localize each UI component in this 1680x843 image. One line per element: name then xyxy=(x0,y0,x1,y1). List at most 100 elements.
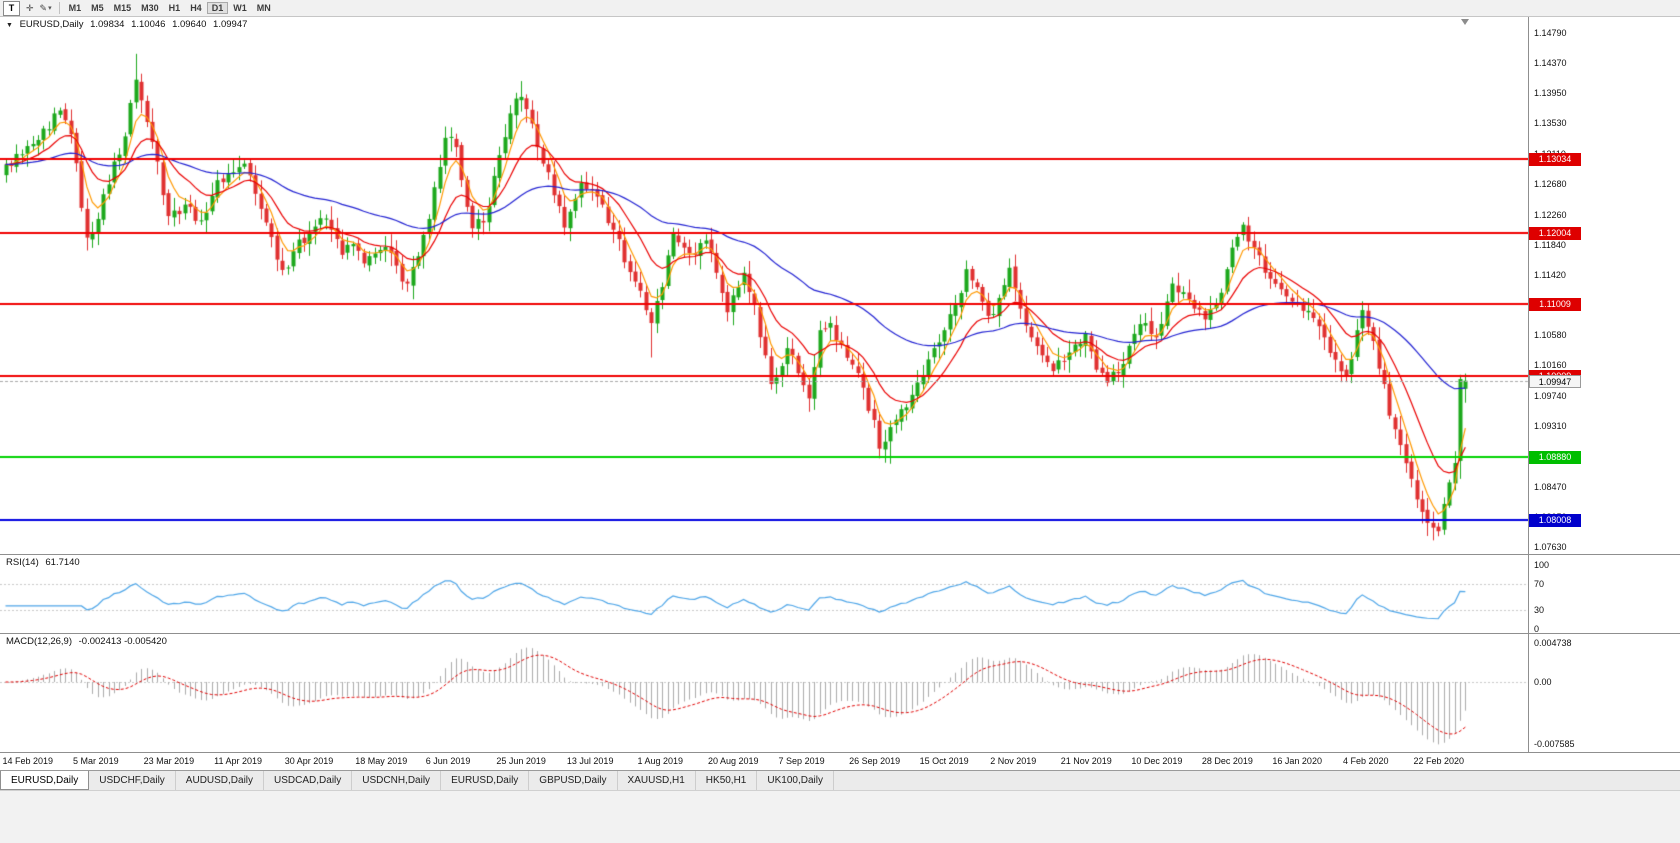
crosshair-icon: ✛ xyxy=(26,2,34,13)
timeframe-button-w1[interactable]: W1 xyxy=(233,3,247,13)
price-scale-label: 1.13950 xyxy=(1534,88,1567,99)
macd-scale-label: 0.004738 xyxy=(1534,638,1572,649)
rsi-scale-label: 30 xyxy=(1534,604,1545,615)
timeframe-button-group: M1 M5 M15 M30 H1 H4 D1 W1 MN xyxy=(64,2,276,14)
quote-bar: ▼ EURUSD,Daily 1.09834 1.10046 1.09640 1… xyxy=(6,19,251,30)
current-price-badge: 1.09947 xyxy=(1529,374,1581,388)
chevron-down-icon: ▾ xyxy=(48,5,52,12)
price-scale-label: 1.09740 xyxy=(1534,390,1567,401)
hline-price-badge: 1.11009 xyxy=(1529,298,1581,312)
symbol-collapse-icon[interactable]: ▼ xyxy=(6,22,13,29)
date-axis-label: 2 Nov 2019 xyxy=(990,756,1037,766)
price-scale-label: 1.12260 xyxy=(1534,209,1567,220)
date-axis[interactable]: 14 Feb 2019 5 Mar 2019 23 Mar 2019 11 Apr 2… xyxy=(0,752,1680,770)
date-axis-label: 23 Mar 2019 xyxy=(143,756,195,766)
crosshair-tool-button[interactable]: ✛ xyxy=(23,3,37,14)
date-axis-label: 13 Jul 2019 xyxy=(566,756,614,766)
date-axis-label: 18 May 2019 xyxy=(355,756,408,766)
timeframe-button-h4[interactable]: H4 xyxy=(190,3,202,13)
rsi-panel: RSI(14) 61.7140 100 70 30 0 xyxy=(0,554,1680,634)
quote-symbol: EURUSD,Daily xyxy=(19,19,84,30)
date-axis-label: 1 Aug 2019 xyxy=(637,756,683,766)
rsi-canvas[interactable] xyxy=(0,555,1529,633)
chart-tab-eurusd-daily[interactable]: EURUSD,Daily xyxy=(0,771,90,790)
price-scale-separator[interactable] xyxy=(1528,17,1529,752)
quote-high: 1.10046 xyxy=(131,19,166,30)
rsi-title: RSI(14) xyxy=(6,557,39,568)
price-scale-label: 1.13530 xyxy=(1534,118,1567,129)
chart-tab-xauusd-h1[interactable]: XAUUSD,H1 xyxy=(618,771,696,790)
chart-tab-bar: EURUSD,Daily USDCHF,Daily AUDUSD,Daily USDC… xyxy=(0,770,1680,790)
price-scale-label: 1.09310 xyxy=(1534,421,1567,432)
drawing-tools-dropdown[interactable]: ✎ ▾ xyxy=(37,3,55,14)
date-axis-label: 7 Sep 2019 xyxy=(778,756,825,766)
chart-shift-marker-icon[interactable] xyxy=(1461,19,1470,25)
rsi-scale-label: 0 xyxy=(1534,624,1540,634)
date-axis-label: 22 Feb 2020 xyxy=(1413,756,1465,766)
timeframe-button-mn[interactable]: MN xyxy=(256,3,271,13)
date-axis-label: 10 Dec 2019 xyxy=(1131,756,1183,766)
date-axis-label: 14 Feb 2019 xyxy=(2,756,54,766)
date-axis-label: 15 Oct 2019 xyxy=(919,756,969,766)
t-tool-button[interactable]: T xyxy=(3,0,20,16)
quote-close: 1.09947 xyxy=(213,19,248,30)
date-axis-label: 21 Nov 2019 xyxy=(1060,756,1112,766)
toolbar-separator xyxy=(58,2,60,14)
macd-scale-label: 0.00 xyxy=(1534,677,1552,687)
main-chart-panel: ▼ EURUSD,Daily 1.09834 1.10046 1.09640 1… xyxy=(0,17,1680,554)
rsi-scale-label: 100 xyxy=(1534,560,1550,570)
macd-scale-label: -0.007585 xyxy=(1534,739,1575,750)
chart-tab-uk100-daily[interactable]: UK100,Daily xyxy=(757,771,834,790)
chart-tab-usdcnh-daily[interactable]: USDCNH,Daily xyxy=(352,771,442,790)
price-scale-label: 1.10580 xyxy=(1534,330,1567,341)
date-axis-label: 4 Feb 2020 xyxy=(1342,756,1389,766)
hline-price-badge: 1.13034 xyxy=(1529,153,1581,167)
price-scale-label: 1.07630 xyxy=(1534,542,1567,553)
macd-panel: MACD(12,26,9) -0.002413 -0.005420 0.0047… xyxy=(0,633,1680,752)
main-chart-canvas[interactable] xyxy=(0,17,1529,554)
price-scale-label: 1.11420 xyxy=(1534,269,1566,280)
chart-tab-gbpusd-daily[interactable]: GBPUSD,Daily xyxy=(529,771,618,790)
price-scale-label: 1.08470 xyxy=(1534,481,1567,492)
hline-price-badge: 1.08008 xyxy=(1529,513,1581,527)
timeframe-button-h1[interactable]: H1 xyxy=(168,3,181,13)
toolbar: T ✛ ✎ ▾ M1 M5 M15 M30 H1 H4 D1 W1 MN xyxy=(0,0,1680,17)
rsi-value: 61.7140 xyxy=(45,557,80,568)
date-axis-label: 20 Aug 2019 xyxy=(708,756,759,766)
quote-low: 1.09640 xyxy=(172,19,207,30)
timeframe-button-m1[interactable]: M1 xyxy=(68,3,82,13)
date-axis-label: 11 Apr 2019 xyxy=(214,756,263,766)
date-axis-label: 25 Jun 2019 xyxy=(496,756,546,766)
timeframe-button-m30[interactable]: M30 xyxy=(141,3,159,13)
chart-tab-audusd-daily[interactable]: AUDUSD,Daily xyxy=(176,771,265,790)
price-scale-label: 1.12680 xyxy=(1534,179,1567,190)
date-axis-label: 5 Mar 2019 xyxy=(73,756,119,766)
hline-price-badge: 1.08880 xyxy=(1529,451,1581,465)
pencil-icon: ✎ xyxy=(39,2,48,13)
chart-tab-usdcad-daily[interactable]: USDCAD,Daily xyxy=(264,771,353,790)
price-scale-label: 1.14790 xyxy=(1534,28,1567,38)
quote-open: 1.09834 xyxy=(90,19,125,30)
timeframe-button-m15[interactable]: M15 xyxy=(113,3,132,13)
macd-values: -0.002413 -0.005420 xyxy=(78,636,167,647)
timeframe-button-m5[interactable]: M5 xyxy=(91,3,104,13)
price-scale-label: 1.14370 xyxy=(1534,58,1567,69)
timeframe-button-d1[interactable]: D1 xyxy=(206,2,229,14)
date-axis-label: 26 Sep 2019 xyxy=(849,756,901,766)
date-axis-label: 28 Dec 2019 xyxy=(1201,756,1253,766)
status-area xyxy=(0,790,1680,843)
price-scale-label: 1.11840 xyxy=(1534,239,1566,250)
date-axis-label: 16 Jan 2020 xyxy=(1272,756,1322,766)
chart-tab-eurusd-daily[interactable]: EURUSD,Daily xyxy=(441,771,530,790)
macd-header: MACD(12,26,9) -0.002413 -0.005420 xyxy=(6,636,171,647)
macd-canvas[interactable] xyxy=(0,634,1529,752)
chart-tab-hk50-h1[interactable]: HK50,H1 xyxy=(696,771,758,790)
rsi-scale-label: 70 xyxy=(1534,579,1545,590)
rsi-header: RSI(14) 61.7140 xyxy=(6,557,84,568)
date-axis-label: 6 Jun 2019 xyxy=(425,756,471,766)
price-scale-label: 1.10160 xyxy=(1534,360,1567,371)
macd-title: MACD(12,26,9) xyxy=(6,636,72,647)
chart-tab-usdchf-daily[interactable]: USDCHF,Daily xyxy=(89,771,176,790)
hline-price-badge: 1.12004 xyxy=(1529,227,1581,240)
